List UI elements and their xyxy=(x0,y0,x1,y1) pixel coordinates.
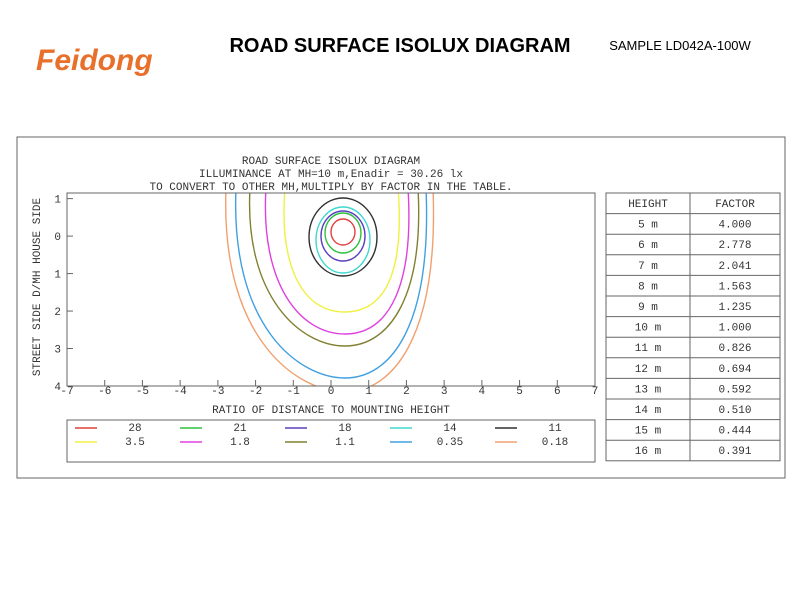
table-border xyxy=(605,192,781,462)
legend-label: 1.8 xyxy=(230,437,250,449)
isolux-line xyxy=(324,212,362,254)
y-axis-label: STREET SIDE D/MH HOUSE SIDE xyxy=(32,197,44,376)
table-header: HEIGHT xyxy=(628,199,668,211)
legend-label: 11 xyxy=(548,423,562,435)
x-tick-label: 7 xyxy=(592,386,599,398)
table-cell: 11 m xyxy=(635,343,662,355)
legend-label: 18 xyxy=(338,423,351,435)
x-tick-label: -1 xyxy=(287,386,301,398)
table-cell: 15 m xyxy=(635,426,662,438)
y-tick-label: 4 xyxy=(54,382,61,394)
frame xyxy=(16,136,786,479)
page-title: ROAD SURFACE ISOLUX DIAGRAM xyxy=(229,35,570,57)
y-tick-label: 1 xyxy=(54,270,61,282)
table-cell: 13 m xyxy=(635,384,662,396)
isolux-line xyxy=(320,210,366,262)
isolux-line xyxy=(235,193,428,379)
x-tick-label: -3 xyxy=(211,386,224,398)
isolux-line xyxy=(315,206,371,274)
table-cell: 2.778 xyxy=(718,240,751,252)
table-cell: 0.510 xyxy=(718,405,751,417)
x-tick-label: 4 xyxy=(479,386,486,398)
legend-label: 3.5 xyxy=(125,437,145,449)
table-cell: 9 m xyxy=(638,302,658,314)
x-axis-label: RATIO OF DISTANCE TO MOUNTING HEIGHT xyxy=(212,405,450,417)
x-tick-label: -7 xyxy=(60,386,73,398)
table-cell: 5 m xyxy=(638,220,658,232)
table-cell: 0.826 xyxy=(718,343,751,355)
isolux-line xyxy=(330,218,356,246)
table-cell: 12 m xyxy=(635,364,662,376)
x-tick-label: -4 xyxy=(174,386,188,398)
x-tick-label: 0 xyxy=(328,386,335,398)
plot-area xyxy=(66,192,596,387)
y-tick-label: 3 xyxy=(54,345,61,357)
x-tick-label: -2 xyxy=(249,386,262,398)
diagram-note: TO CONVERT TO OTHER MH,MULTIPLY BY FACTO… xyxy=(149,182,512,194)
brand-logo: Feidong xyxy=(36,44,153,77)
contours xyxy=(225,193,435,386)
table-cell: 7 m xyxy=(638,261,658,273)
legend-box xyxy=(66,419,596,463)
table-cell: 1.563 xyxy=(718,281,751,293)
legend-label: 0.35 xyxy=(437,437,463,449)
table-cell: 8 m xyxy=(638,281,658,293)
isolux-line xyxy=(225,193,435,386)
table-cell: 14 m xyxy=(635,405,662,417)
x-tick-label: 2 xyxy=(403,386,410,398)
table-cell: 0.592 xyxy=(718,384,751,396)
x-tick-label: 6 xyxy=(554,386,561,398)
table-cell: 6 m xyxy=(638,240,658,252)
isolux-line xyxy=(308,197,378,277)
table-cell: 1.235 xyxy=(718,302,751,314)
isolux-line xyxy=(283,193,401,313)
table-header: FACTOR xyxy=(715,199,755,211)
table-cell: 1.000 xyxy=(718,323,751,335)
legend-label: 1.1 xyxy=(335,437,355,449)
legend-label: 28 xyxy=(128,423,141,435)
y-tick-label: 2 xyxy=(54,307,61,319)
legend-label: 21 xyxy=(233,423,247,435)
table-cell: 10 m xyxy=(635,323,662,335)
x-tick-label: -6 xyxy=(98,386,111,398)
table-cell: 0.444 xyxy=(718,426,751,438)
table-cell: 4.000 xyxy=(718,220,751,232)
table-cell: 0.694 xyxy=(718,364,751,376)
isolux-line xyxy=(264,193,410,335)
table-cell: 0.391 xyxy=(718,446,751,458)
y-tick-label: 1 xyxy=(54,195,61,207)
legend-label: 14 xyxy=(443,423,457,435)
x-tick-label: -5 xyxy=(136,386,149,398)
y-tick-label: 0 xyxy=(54,232,61,244)
x-tick-label: 3 xyxy=(441,386,448,398)
diagram-subtitle: ILLUMINANCE AT MH=10 m,Enadir = 30.26 lx xyxy=(199,169,463,181)
x-tick-label: 1 xyxy=(365,386,372,398)
sample-label: SAMPLE LD042A-100W xyxy=(609,38,751,53)
legend-label: 0.18 xyxy=(542,437,568,449)
x-tick-label: 5 xyxy=(516,386,523,398)
isolux-line xyxy=(248,193,420,347)
diagram-title: ROAD SURFACE ISOLUX DIAGRAM xyxy=(242,156,420,168)
table-cell: 2.041 xyxy=(718,261,751,273)
table-cell: 16 m xyxy=(635,446,662,458)
